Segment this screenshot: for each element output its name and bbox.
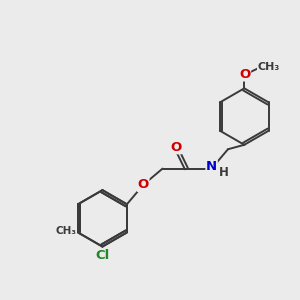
Text: H: H [219, 166, 229, 178]
Text: CH₃: CH₃ [257, 62, 280, 72]
Text: N: N [206, 160, 217, 173]
Text: O: O [239, 68, 250, 81]
Text: Cl: Cl [95, 249, 110, 262]
Text: O: O [138, 178, 149, 191]
Text: CH₃: CH₃ [55, 226, 76, 236]
Text: O: O [170, 141, 182, 154]
